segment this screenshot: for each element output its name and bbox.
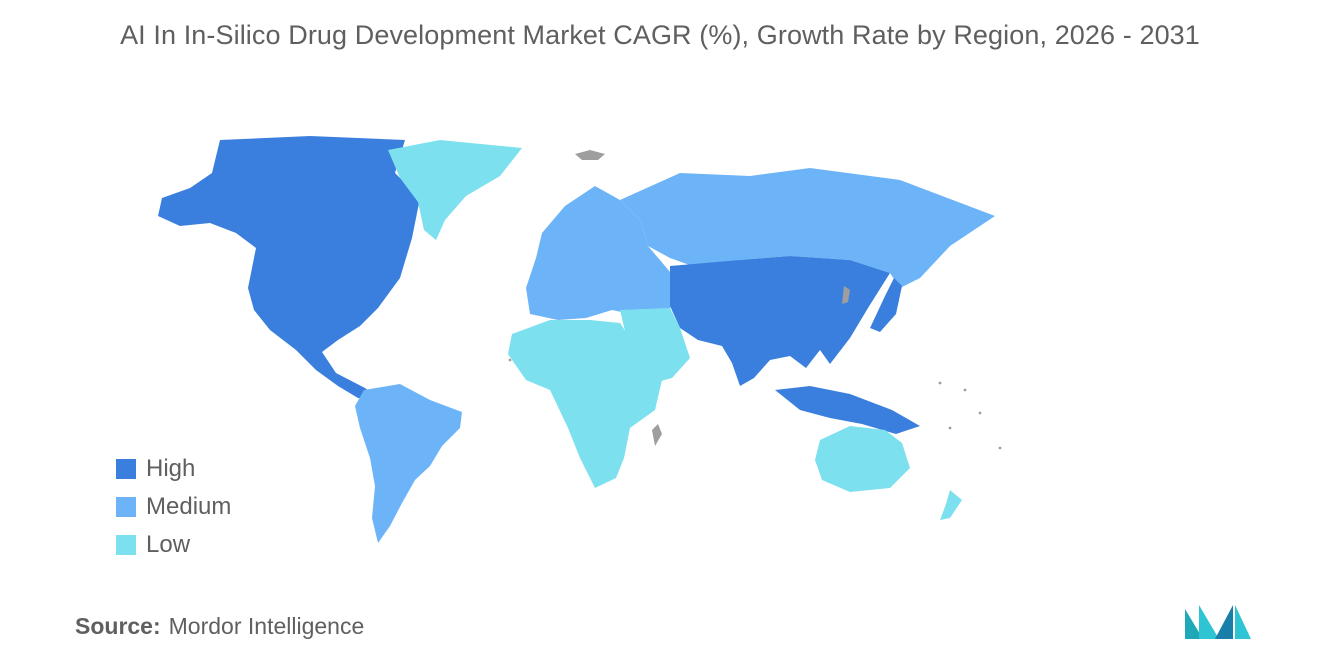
region-korea [842, 286, 850, 304]
region-asia-pacific [670, 256, 890, 386]
island-marker [978, 411, 982, 415]
region-svalbard [575, 150, 605, 160]
legend-swatch-medium [116, 497, 136, 517]
region-southeast-asia [775, 386, 920, 434]
legend-item-medium: Medium [116, 488, 231, 526]
island-marker [963, 388, 967, 392]
island-marker [938, 381, 942, 385]
legend-label-low: Low [146, 531, 191, 558]
chart-title: AI In In-Silico Drug Development Market … [120, 20, 1200, 50]
source-label: Source: [75, 613, 161, 639]
legend-label-medium: Medium [146, 493, 232, 520]
map-legend: High Medium Low [116, 450, 231, 564]
region-south-america [355, 384, 462, 543]
region-greenland [388, 140, 522, 240]
region-australia [815, 426, 910, 492]
legend-item-high: High [116, 450, 231, 488]
source-value: Mordor Intelligence [168, 613, 365, 639]
island-marker [948, 426, 952, 430]
source-line: Source: Mordor Intelligence [75, 613, 364, 640]
region-africa [508, 320, 662, 488]
region-japan [870, 278, 902, 332]
region-madagascar [652, 424, 662, 446]
region-north-america [158, 136, 420, 400]
island-marker [508, 358, 512, 362]
legend-swatch-low [116, 535, 136, 555]
region-new-zealand [940, 490, 962, 520]
region-russia [620, 168, 995, 288]
mordor-intelligence-logo [1185, 605, 1251, 639]
legend-label-high: High [146, 455, 196, 482]
legend-item-low: Low [116, 526, 231, 564]
legend-swatch-high [116, 459, 136, 479]
island-marker [998, 446, 1002, 450]
region-europe [526, 186, 685, 320]
world-map [158, 136, 1002, 543]
